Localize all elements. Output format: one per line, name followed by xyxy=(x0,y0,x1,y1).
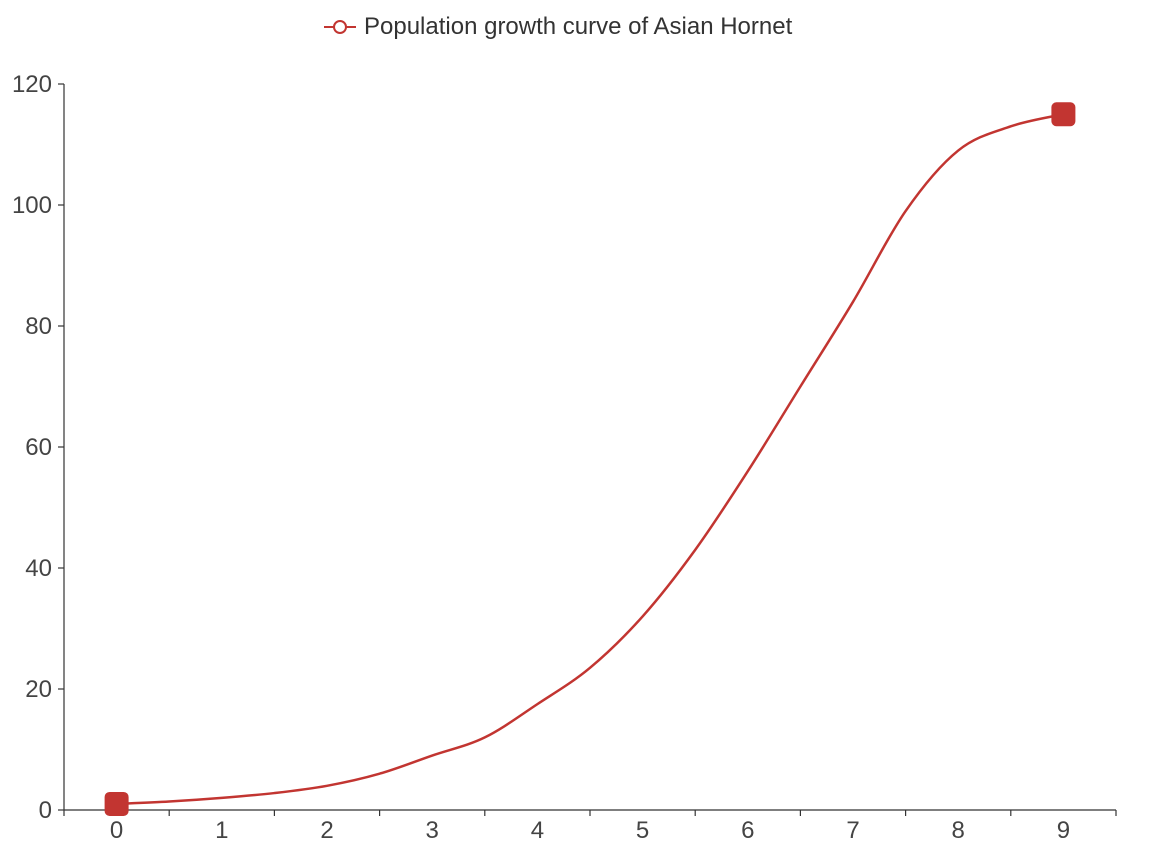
y-ticks: 0 20 40 60 80 100 120 xyxy=(12,71,64,824)
y-tick-label: 0 xyxy=(39,797,52,824)
x-tick-label: 5 xyxy=(636,817,649,844)
data-point-marker[interactable] xyxy=(104,791,129,816)
y-tick-label: 60 xyxy=(25,434,52,461)
x-tick-label: 8 xyxy=(952,817,965,844)
y-tick-label: 120 xyxy=(12,71,52,98)
y-tick-label: 100 xyxy=(12,192,52,219)
x-tick-label: 3 xyxy=(426,817,439,844)
legend-label: Population growth curve of Asian Hornet xyxy=(364,13,793,40)
y-tick-label: 80 xyxy=(25,313,52,340)
y-tick-label: 20 xyxy=(25,676,52,703)
y-tick-label: 40 xyxy=(25,555,52,582)
series-layer xyxy=(104,102,1076,816)
x-ticks: 0 1 2 3 4 5 6 7 8 9 xyxy=(63,810,1117,844)
x-tick-label: 4 xyxy=(531,817,544,844)
x-tick-label: 9 xyxy=(1057,817,1070,844)
legend[interactable]: Population growth curve of Asian Hornet xyxy=(324,13,793,40)
axes xyxy=(63,84,1116,811)
data-point-marker[interactable] xyxy=(1051,102,1076,127)
x-tick-label: 6 xyxy=(741,817,754,844)
x-tick-label: 1 xyxy=(215,817,228,844)
x-tick-label: 7 xyxy=(846,817,859,844)
series-line xyxy=(116,113,1064,806)
legend-circle-icon xyxy=(333,20,347,34)
x-tick-label: 0 xyxy=(110,817,123,844)
x-tick-label: 2 xyxy=(320,817,333,844)
